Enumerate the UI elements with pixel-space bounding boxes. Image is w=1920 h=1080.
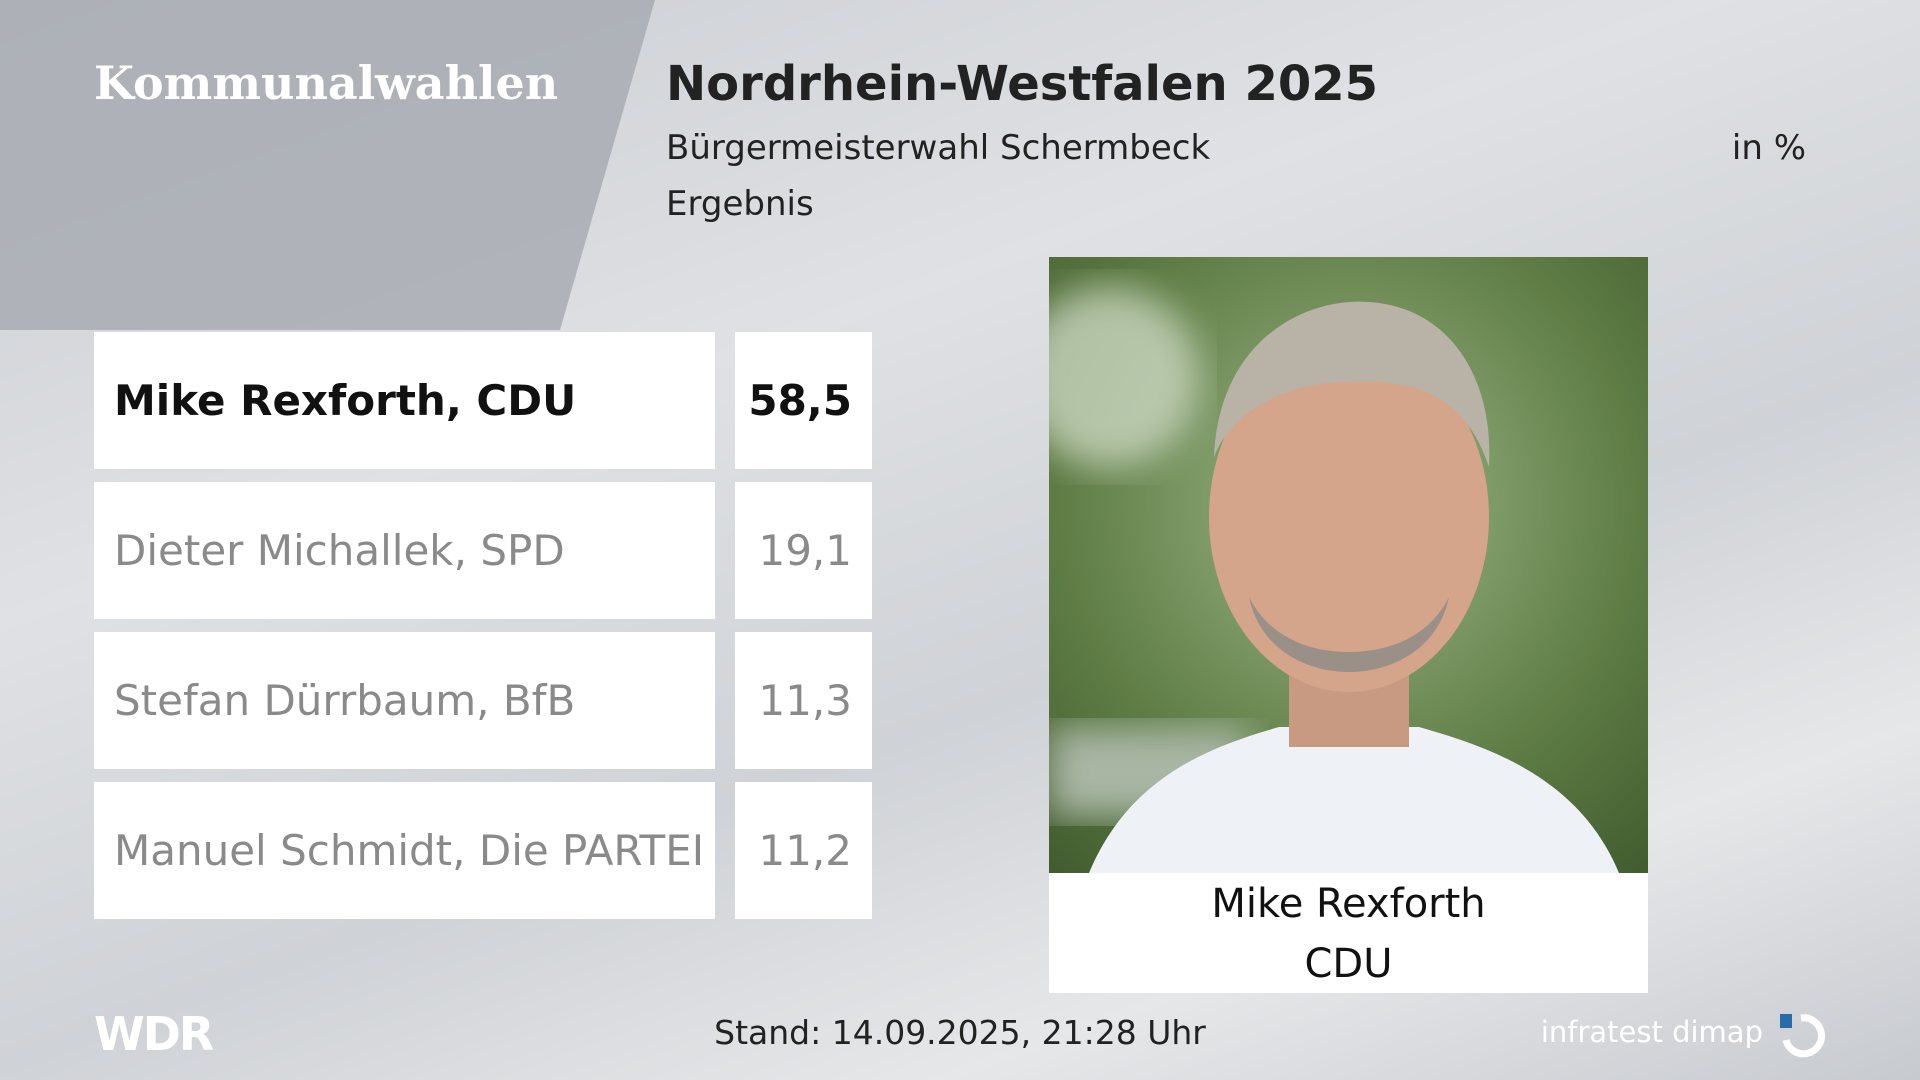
source-logo: [1780, 1014, 1825, 1058]
candidate-value: 19,1: [735, 482, 872, 619]
candidate-name: Manuel Schmidt, Die PARTEI: [94, 782, 715, 919]
candidate-name: Mike Rexforth, CDU: [94, 332, 715, 469]
result-label: Ergebnis: [666, 184, 814, 224]
winner-party: CDU: [1304, 941, 1393, 987]
unit: in %: [1731, 128, 1806, 168]
timestamp: Stand: 14.09.2025, 21:28 Uhr: [714, 1013, 1206, 1052]
winner-name: Mike Rexforth: [1211, 881, 1486, 927]
subtitle: Bürgermeisterwahl Schermbeck: [666, 128, 1211, 168]
candidate-value: 11,3: [735, 632, 872, 769]
photo-caption: Mike Rexforth CDU: [1049, 873, 1648, 993]
broadcaster-logo: WDR: [94, 1007, 214, 1061]
candidate-value: 11,2: [735, 782, 872, 919]
candidate-value: 58,5: [735, 332, 872, 469]
candidate-photo: [1049, 257, 1648, 873]
section-title: Kommunalwahlen: [94, 56, 559, 110]
candidate-name: Stefan Dürrbaum, BfB: [94, 632, 715, 769]
source: infratest dimap: [1540, 1015, 1763, 1049]
title: Nordrhein-Westfalen 2025: [666, 56, 1379, 112]
candidate-name: Dieter Michallek, SPD: [94, 482, 715, 619]
